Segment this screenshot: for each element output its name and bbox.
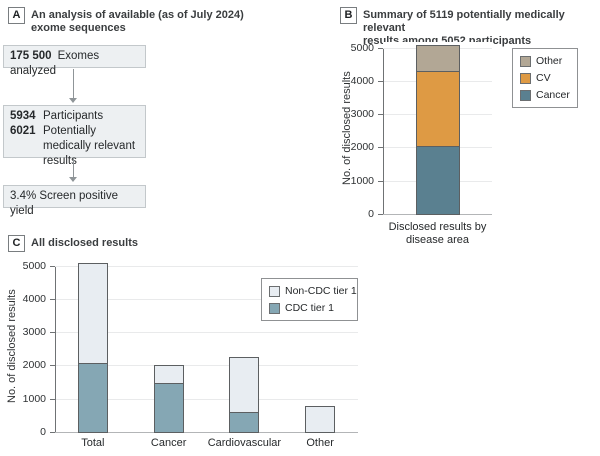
bar-segment-non-cdc-tier-1 xyxy=(230,358,259,414)
y-tick-label: 4000 xyxy=(350,74,374,87)
legend-swatch-cv xyxy=(520,72,531,84)
x-category-label: Other xyxy=(306,437,334,449)
relevant-results-count: 6021 xyxy=(10,125,36,137)
bar-segment-non-cdc-tier-1 xyxy=(306,407,335,432)
y-tick-mark xyxy=(50,432,55,433)
panel-c-x-axis-labels: Total Cancer Cardiovascular Other xyxy=(55,437,358,453)
legend-label: CDC tier 1 xyxy=(285,302,335,314)
y-tick-mark xyxy=(378,180,383,182)
panel-b-x-axis-labels: Disclosed results by disease area xyxy=(383,221,492,251)
gridline xyxy=(55,365,358,367)
yield-text: 3.4% Screen positive yield xyxy=(10,190,119,217)
bar-cancer xyxy=(153,365,184,433)
gridline xyxy=(55,398,358,400)
x-axis-line xyxy=(55,432,358,433)
y-tick-label: 4000 xyxy=(22,292,46,305)
exomes-text: Exomes analyzed xyxy=(10,50,100,77)
flow-arrow-stem xyxy=(73,69,74,98)
y-tick-label: 3000 xyxy=(22,326,46,339)
x-category-label: Cancer xyxy=(150,437,187,449)
y-tick-label: 2000 xyxy=(22,359,46,372)
y-tick-mark xyxy=(378,80,383,82)
bar-segment-cdc-tier-1 xyxy=(78,363,107,432)
y-tick-mark xyxy=(50,398,55,400)
legend-swatch-cdc-tier-1 xyxy=(269,302,280,314)
panel-b-plot-area xyxy=(383,42,492,215)
legend-label: Non-CDC tier 1 xyxy=(285,285,357,297)
y-tick-label: 0 xyxy=(368,208,374,220)
gridline xyxy=(55,298,358,300)
legend-swatch-other xyxy=(520,55,531,67)
y-tick-label: 1000 xyxy=(350,174,374,187)
gridline xyxy=(55,265,358,267)
panel-b-y-axis-label: No. of disclosed results xyxy=(341,71,353,186)
flow-arrow-stem xyxy=(73,158,74,177)
participants-text: Participants xyxy=(43,110,104,122)
panel-c-y-axis-ticks: 0 1000 2000 3000 4000 5000 xyxy=(22,259,55,438)
exomes-count: 175 500 xyxy=(10,50,52,62)
y-tick-label: 5000 xyxy=(22,259,46,272)
bar-other xyxy=(305,406,336,433)
legend-label: Cancer xyxy=(536,89,570,101)
legend-item: CDC tier 1 xyxy=(269,302,350,314)
y-tick-mark xyxy=(50,298,55,300)
y-tick-mark xyxy=(50,265,55,267)
bar-segment-non-cdc-tier-1 xyxy=(154,366,183,385)
legend-item: Other xyxy=(520,55,570,67)
legend-label: CV xyxy=(536,72,551,84)
flow-box-participants-results: 5934 Participants 6021 Potentially medical… xyxy=(3,105,146,167)
y-tick-mark xyxy=(378,214,383,215)
y-tick-mark xyxy=(378,47,383,49)
panel-c-legend: Non-CDC tier 1 CDC tier 1 xyxy=(261,278,358,321)
panel-a-title: An analysis of available (as of July 202… xyxy=(31,9,244,34)
legend-item: Cancer xyxy=(520,89,570,101)
y-tick-mark xyxy=(378,147,383,149)
bar-cardiovascular xyxy=(229,357,260,433)
y-tick-label: 0 xyxy=(40,426,46,438)
y-tick-label: 1000 xyxy=(22,392,46,405)
relevant-results-row: 6021 Potentially medically relevant resul… xyxy=(10,124,139,169)
participants-count: 5934 xyxy=(10,110,36,122)
legend-label: Other xyxy=(536,55,563,67)
panel-c-label: C xyxy=(8,235,25,252)
flow-arrow-head xyxy=(69,177,77,182)
bar-total xyxy=(77,262,108,433)
relevant-results-text: Potentially medically relevant results xyxy=(43,125,136,167)
x-category-label: Total xyxy=(81,437,105,449)
bar-segment-cdc-tier-1 xyxy=(154,384,183,432)
y-tick-label: 3000 xyxy=(350,108,374,121)
bar-segment-non-cdc-tier-1 xyxy=(78,263,107,364)
y-tick-label: 5000 xyxy=(350,41,374,54)
bar-disclosed-results-by-disease-area xyxy=(415,44,460,215)
panel-b-y-axis-ticks: 0 1000 2000 3000 4000 5000 xyxy=(350,41,383,220)
panel-a-label: A xyxy=(8,7,25,24)
flow-box-exomes-analyzed: 175 500 Exomes analyzed xyxy=(3,45,146,77)
bar-segment-cdc-tier-1 xyxy=(230,413,259,432)
x-category-label: Cardiovascular xyxy=(207,437,282,449)
y-axis-line xyxy=(55,266,56,433)
bar-segment-cv xyxy=(416,71,459,147)
panel-b-label: B xyxy=(340,7,357,24)
y-axis-line xyxy=(383,48,384,215)
x-category-label: Disclosed results by disease area xyxy=(388,221,487,246)
y-tick-label: 2000 xyxy=(350,141,374,154)
y-tick-mark xyxy=(50,332,55,334)
flow-box-screen-positive-yield: 3.4% Screen positive yield xyxy=(3,185,146,217)
bar-segment-other xyxy=(416,45,459,72)
gridline xyxy=(55,332,358,334)
bar-segment-cancer xyxy=(416,146,459,214)
legend-swatch-non-cdc-tier-1 xyxy=(269,285,280,297)
legend-swatch-cancer xyxy=(520,89,531,101)
y-tick-mark xyxy=(378,114,383,116)
panel-c-y-axis-label: No. of disclosed results xyxy=(6,289,18,404)
y-tick-mark xyxy=(50,365,55,367)
legend-item: Non-CDC tier 1 xyxy=(269,285,357,297)
legend-item: CV xyxy=(520,72,570,84)
panel-c-title: All disclosed results xyxy=(31,237,138,249)
participants-row: 5934 Participants xyxy=(10,109,139,124)
flow-arrow-head xyxy=(69,98,77,103)
panel-b-legend: Other CV Cancer xyxy=(512,48,578,108)
